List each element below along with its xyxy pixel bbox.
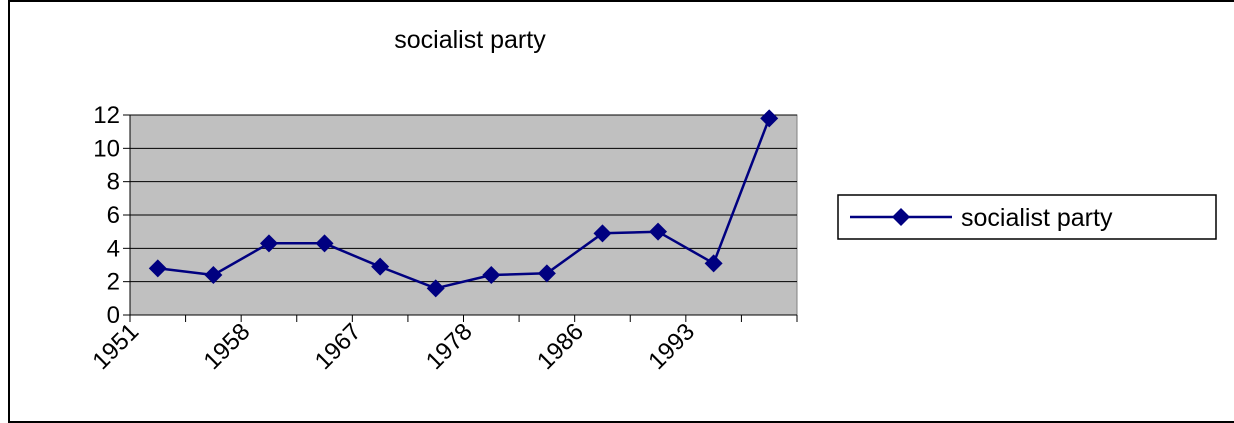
data-point-marker <box>315 234 334 253</box>
y-tick-label: 6 <box>107 202 120 229</box>
x-tick-label: 1978 <box>421 318 478 375</box>
data-point-marker <box>649 222 668 241</box>
legend: socialist party <box>837 194 1217 240</box>
data-point-marker <box>482 266 501 284</box>
legend-marker-swatch <box>892 208 910 226</box>
data-point-marker <box>204 266 223 284</box>
data-point-marker <box>593 224 612 243</box>
y-tick-label: 2 <box>107 269 120 296</box>
legend-label: socialist party <box>961 204 1113 232</box>
y-axis-tick-labels: 0 2 4 6 8 10 12 <box>93 102 120 329</box>
x-tick-label: 1967 <box>310 318 367 375</box>
x-tick-label: 1986 <box>532 318 589 375</box>
data-point-marker <box>537 264 556 283</box>
data-point-marker <box>760 109 779 128</box>
series-socialist-party <box>148 109 779 298</box>
data-point-marker <box>704 254 723 273</box>
y-tick-label: 12 <box>93 102 120 129</box>
data-point-marker <box>371 257 390 276</box>
x-tick-label: 1958 <box>199 318 256 375</box>
y-tick-label: 0 <box>107 302 120 329</box>
data-point-marker <box>259 234 278 253</box>
y-tick-label: 8 <box>107 169 120 196</box>
x-axis-tick-labels: 1951 1958 1967 1978 1986 1993 <box>87 318 700 375</box>
data-point-marker <box>426 279 445 298</box>
y-tick-label: 4 <box>107 235 120 262</box>
series-line <box>157 117 771 290</box>
x-tick-label: 1993 <box>643 318 700 375</box>
chart-title: socialist party <box>394 26 546 54</box>
x-tick-label: 1951 <box>87 318 144 375</box>
y-tick-label: 10 <box>93 135 120 162</box>
axes <box>123 114 798 322</box>
data-point-marker <box>148 259 167 278</box>
